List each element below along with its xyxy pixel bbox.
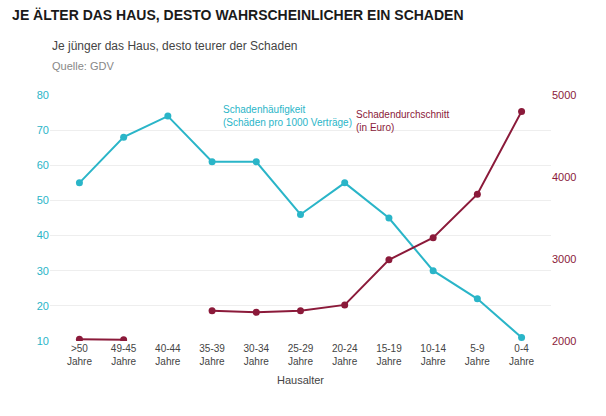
svg-text:5-9Jahre: 5-9Jahre (465, 343, 490, 367)
svg-text:Hausalter: Hausalter (277, 374, 324, 386)
svg-text:60: 60 (37, 159, 49, 171)
svg-text:Je jünger das Haus, desto teur: Je jünger das Haus, desto teurer der Sch… (52, 39, 297, 53)
svg-text:40: 40 (37, 229, 49, 241)
svg-text:20-24Jahre: 20-24Jahre (332, 343, 358, 367)
svg-text:>50Jahre: >50Jahre (67, 343, 92, 367)
svg-text:49-45Jahre: 49-45Jahre (111, 343, 137, 367)
svg-text:25-29Jahre: 25-29Jahre (288, 343, 314, 367)
svg-text:70: 70 (37, 124, 49, 136)
svg-text:0-4Jahre: 0-4Jahre (509, 343, 534, 367)
svg-text:JE ÄLTER DAS HAUS, DESTO WAHRS: JE ÄLTER DAS HAUS, DESTO WAHRSCHEINLICHE… (12, 7, 463, 23)
svg-text:2000: 2000 (552, 335, 576, 347)
svg-text:80: 80 (37, 89, 49, 101)
svg-text:30: 30 (37, 265, 49, 277)
svg-text:Schadenhäufigkeit(Schäden pro: Schadenhäufigkeit(Schäden pro 1000 Vertr… (223, 104, 352, 128)
svg-text:40-44Jahre: 40-44Jahre (155, 343, 181, 367)
svg-text:30-34Jahre: 30-34Jahre (244, 343, 270, 367)
svg-text:10-14Jahre: 10-14Jahre (420, 343, 446, 367)
svg-text:3000: 3000 (552, 253, 576, 265)
svg-text:50: 50 (37, 194, 49, 206)
svg-text:15-19Jahre: 15-19Jahre (376, 343, 402, 367)
svg-text:Quelle: GDV: Quelle: GDV (52, 60, 114, 72)
svg-text:35-39Jahre: 35-39Jahre (199, 343, 225, 367)
svg-text:5000: 5000 (552, 89, 576, 101)
svg-text:10: 10 (37, 335, 49, 347)
svg-text:Schadendurchschnitt(in Euro): Schadendurchschnitt(in Euro) (356, 109, 450, 133)
svg-text:20: 20 (37, 300, 49, 312)
svg-text:4000: 4000 (552, 171, 576, 183)
